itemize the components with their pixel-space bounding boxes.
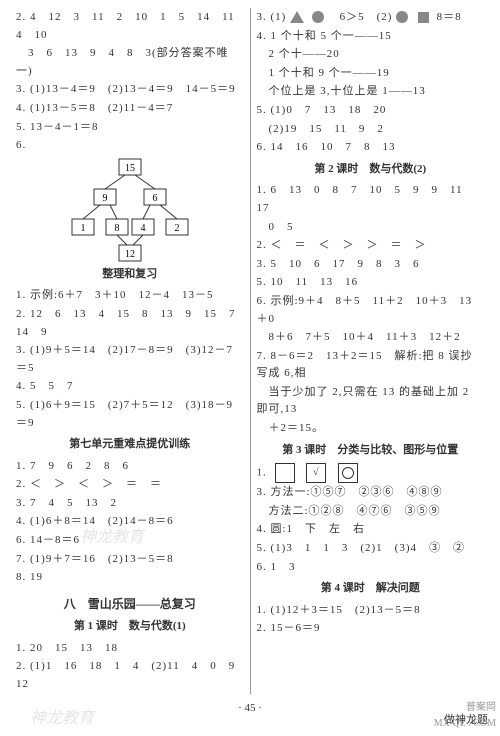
circle-box-icon bbox=[338, 463, 358, 483]
text-fragment: 6＞5 (2) bbox=[328, 11, 393, 23]
text-line: 当于少加了 2,只需在 13 的基础上加 2 即可,13 bbox=[257, 384, 485, 419]
text-line: 8. 19 bbox=[16, 569, 244, 587]
text-line: 3 6 13 9 4 8 3(部分答案不唯一) bbox=[16, 45, 244, 80]
text-line: 2. ＜ ＞ ＜ ＞ ＝ ＝ bbox=[16, 476, 244, 494]
text-line: 5. 10 11 13 16 bbox=[257, 274, 485, 292]
text-line: 1. 7 9 6 2 8 6 bbox=[16, 458, 244, 476]
text-line: 3. 7 4 5 13 2 bbox=[16, 495, 244, 513]
text-line: 5. 13－4－1＝8 bbox=[16, 119, 244, 137]
text-line: 2 个十——20 bbox=[257, 46, 485, 64]
right-column: 3. (1) 6＞5 (2) 8＝8 4. 1 个十和 5 个一——15 2 个… bbox=[251, 8, 491, 694]
text-line: 2. (1)1 16 18 1 4 (2)11 4 0 9 12 bbox=[16, 658, 244, 693]
section-heading: 第七单元重难点提优训练 bbox=[16, 436, 244, 454]
tree-leaf: 4 bbox=[140, 223, 145, 234]
text-line: (2)19 15 11 9 2 bbox=[257, 121, 485, 139]
text-line: 7. (1)9＋7＝16 (2)13－5＝8 bbox=[16, 551, 244, 569]
section-heading: 整理和复习 bbox=[16, 266, 244, 284]
circle-icon bbox=[396, 11, 408, 23]
text-line: 4. 1 个十和 5 个一——15 bbox=[257, 28, 485, 46]
text-line: 1. √ bbox=[257, 463, 485, 483]
tree-mid: 6 bbox=[152, 193, 157, 204]
text-line: 5. (1)0 7 13 18 20 bbox=[257, 102, 485, 120]
watermark: 神龙教育 bbox=[30, 706, 94, 732]
text-line: 1. 20 15 13 18 bbox=[16, 640, 244, 658]
text-line: 个位上是 3,十位上是 1——13 bbox=[257, 83, 485, 101]
text-fragment: 8＝8 bbox=[437, 11, 462, 23]
text-line: ＋2＝15。 bbox=[257, 420, 485, 438]
text-line: 1. 6 13 0 8 7 10 5 9 9 11 17 bbox=[257, 182, 485, 217]
text-line: 3. (1) 6＞5 (2) 8＝8 bbox=[257, 9, 485, 27]
tree-leaf: 1 bbox=[80, 223, 85, 234]
text-line: 方法二:①②⑧ ④⑦⑥ ③⑤⑨ bbox=[257, 503, 485, 521]
text-line: 6. 示例:9＋4 8＋5 11＋2 10＋3 13＋0 bbox=[257, 293, 485, 328]
text-line: 3. (1)9＋5＝14 (2)17－8＝9 (3)12－7＝5 bbox=[16, 342, 244, 377]
square-icon bbox=[418, 12, 429, 23]
text-line: 1. (1)12＋3＝15 (2)13－5＝8 bbox=[257, 602, 485, 620]
text-line: 3. (1)13－4＝9 (2)13－4＝9 14－5＝9 bbox=[16, 81, 244, 99]
text-line: 4. (1)13－5＝8 (2)11－4＝7 bbox=[16, 100, 244, 118]
text-line: 3. 方法一:①⑤⑦ ②③⑥ ④⑧⑨ bbox=[257, 484, 485, 502]
text-line: 2. 4 12 3 11 2 10 1 5 14 11 4 10 bbox=[16, 9, 244, 44]
tree-bottom: 12 bbox=[125, 249, 135, 260]
text-line: 6. 14 16 10 7 8 13 bbox=[257, 139, 485, 157]
text-fragment: 1. bbox=[257, 467, 267, 479]
text-line: 8＋6 7＋5 10＋4 11＋3 12＋2 bbox=[257, 329, 485, 347]
triangle-icon bbox=[290, 11, 304, 23]
text-line: 6. bbox=[16, 137, 244, 155]
text-line: 1. 示例:6＋7 3＋10 12－4 13－5 bbox=[16, 287, 244, 305]
lesson-heading: 第 2 课时 数与代数(2) bbox=[257, 161, 485, 179]
page-columns: 2. 4 12 3 11 2 10 1 5 14 11 4 10 3 6 13 … bbox=[10, 8, 490, 694]
tree-diagram: 15 9 6 1 8 4 2 12 bbox=[65, 157, 195, 262]
corner-mark: 普案岡 MX QE . COM bbox=[434, 700, 496, 732]
check-box-icon: √ bbox=[306, 463, 326, 483]
text-line: 2. ＜ ＝ ＜ ＞ ＞ ＝ ＞ bbox=[257, 237, 485, 255]
chapter-heading: 八 雪山乐园——总复习 bbox=[16, 595, 244, 614]
text-line: 4. 5 5 7 bbox=[16, 378, 244, 396]
text-line: 4. 圆:1 下 左 右 bbox=[257, 521, 485, 539]
empty-box-icon bbox=[275, 463, 295, 483]
text-line: 5. (1)3 1 1 3 (2)1 (3)4 ③ ② bbox=[257, 540, 485, 558]
text-line: 3. 5 10 6 17 9 8 3 6 bbox=[257, 256, 485, 274]
left-column: 2. 4 12 3 11 2 10 1 5 14 11 4 10 3 6 13 … bbox=[10, 8, 251, 694]
text-line: 6. 1 3 bbox=[257, 559, 485, 577]
tree-leaf: 8 bbox=[114, 223, 119, 234]
tree-leaf: 2 bbox=[174, 223, 179, 234]
lesson-heading: 第 4 课时 解决问题 bbox=[257, 580, 485, 598]
watermark: 神龙教育 bbox=[80, 525, 144, 551]
text-line: 5. (1)6＋9＝15 (2)7＋5＝12 (3)18－9＝9 bbox=[16, 397, 244, 432]
lesson-heading: 第 1 课时 数与代数(1) bbox=[16, 618, 244, 636]
tree-mid: 9 bbox=[102, 193, 107, 204]
text-line: 2. 12 6 13 4 15 8 13 9 15 7 14 9 bbox=[16, 306, 244, 341]
text-line: 1 个十和 9 个一——19 bbox=[257, 65, 485, 83]
text-fragment: 3. (1) bbox=[257, 11, 287, 23]
circle-icon bbox=[312, 11, 324, 23]
text-line: 0 5 bbox=[257, 219, 485, 237]
tree-top: 15 bbox=[125, 163, 135, 174]
text-line: 7. 8－6＝2 13＋2＝15 解析:把 8 误抄写成 6,相 bbox=[257, 348, 485, 383]
text-line: 2. 15－6＝9 bbox=[257, 620, 485, 638]
lesson-heading: 第 3 课时 分类与比较、图形与位置 bbox=[257, 442, 485, 460]
